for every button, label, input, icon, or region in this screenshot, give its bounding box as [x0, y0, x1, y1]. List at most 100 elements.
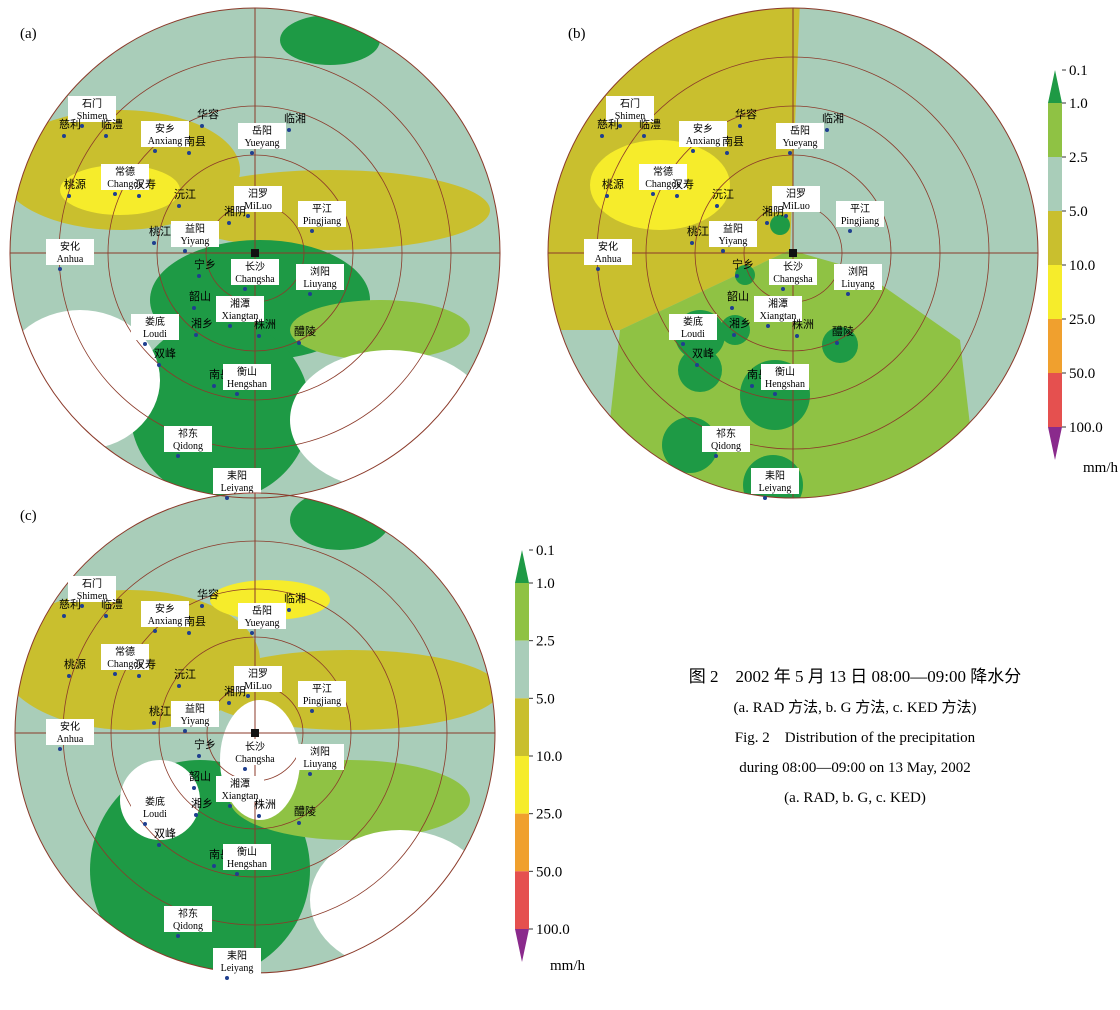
station-name-cn: 慈利: [59, 597, 81, 611]
station-dot: [152, 721, 156, 725]
caption-line: during 08:00—09:00 on 13 May, 2002: [739, 760, 971, 776]
station-name-cn: 长沙: [245, 741, 265, 753]
colorbar-segment: [515, 871, 529, 929]
station-name-en: Hengshan: [227, 379, 267, 390]
station-name-cn: 常德: [115, 165, 135, 178]
station-name-cn: 湘乡: [191, 316, 213, 330]
colorbar-label: 0.1: [1069, 63, 1088, 79]
station-name-en: Hengshan: [227, 859, 267, 870]
station-dot: [721, 249, 725, 253]
colorbar-cap: [515, 550, 529, 583]
page: (a)石门Shimen慈利临澧安乡Anxiang南县华容岳阳Yueyang临湘常…: [0, 0, 1120, 1010]
station-dot: [297, 821, 301, 825]
colorbar-label: 2.5: [1069, 150, 1088, 166]
station-dot: [732, 333, 736, 337]
station-name-cn: 祁东: [178, 427, 198, 440]
station-dot: [257, 334, 261, 338]
station-dot: [153, 149, 157, 153]
station-name-en: Anhua: [57, 254, 84, 265]
station-name-cn: 汉寿: [134, 657, 156, 671]
colorbar-label: 25.0: [536, 807, 562, 823]
station-name-cn: 岳阳: [252, 605, 272, 617]
station-name-cn: 宁乡: [194, 737, 216, 751]
colorbar-label: 5.0: [1069, 204, 1088, 220]
panel-label: (a): [20, 26, 37, 42]
station-dot: [246, 694, 250, 698]
station-dot: [835, 341, 839, 345]
station-dot: [177, 204, 181, 208]
station-name-en: Yueyang: [783, 138, 818, 149]
station-dot: [197, 274, 201, 278]
station-name-cn: 浏阳: [848, 265, 868, 278]
station-dot: [137, 194, 141, 198]
station-name-cn: 湘阴: [224, 204, 246, 218]
colorbar-unit: mm/h: [1083, 460, 1119, 476]
station-name-cn: 双峰: [154, 827, 176, 840]
station-dot: [176, 934, 180, 938]
station-dot: [143, 822, 147, 826]
station-dot: [735, 274, 739, 278]
station-dot: [825, 128, 829, 132]
station-name-cn: 安化: [598, 240, 618, 253]
station-name-cn: 衡山: [775, 366, 795, 378]
station-dot: [297, 341, 301, 345]
station-name-cn: 株洲: [792, 317, 814, 331]
station-name-cn: 益阳: [723, 222, 743, 235]
colorbar-segment: [1048, 211, 1062, 265]
station-dot: [212, 384, 216, 388]
station-dot: [58, 267, 62, 271]
station-name-cn: 耒阳: [227, 950, 247, 962]
station-dot: [310, 709, 314, 713]
station-name-cn: 平江: [312, 683, 332, 695]
station-dot: [104, 134, 108, 138]
station-dot: [228, 804, 232, 808]
colorbar-label: 10.0: [1069, 258, 1095, 274]
station-dot: [194, 333, 198, 337]
station-dot: [113, 672, 117, 676]
station-dot: [308, 772, 312, 776]
station-name-cn: 南县: [722, 135, 744, 148]
station-dot: [846, 292, 850, 296]
caption-line: (a. RAD, b. G, c. KED): [784, 790, 926, 806]
station-dot: [257, 814, 261, 818]
station-name-cn: 石门: [620, 97, 640, 110]
station-name-cn: 宁乡: [732, 257, 754, 271]
station-name-cn: 耒阳: [227, 470, 247, 482]
station-name-cn: 汨罗: [786, 187, 806, 200]
colorbar-label: 1.0: [1069, 96, 1088, 112]
station-name-cn: 湘潭: [230, 777, 250, 790]
panel-label: (c): [20, 508, 37, 524]
station-name-cn: 衡山: [237, 366, 257, 378]
station-name-cn: 慈利: [597, 117, 619, 131]
station-name-cn: 浏阳: [310, 265, 330, 278]
station-name-en: MiLuo: [244, 201, 272, 212]
station-name-cn: 衡山: [237, 846, 257, 858]
station-dot: [143, 342, 147, 346]
station-name-cn: 韶山: [189, 289, 211, 303]
station-name-cn: 桃源: [64, 657, 86, 671]
station-name-cn: 安乡: [155, 602, 175, 615]
colorbar-segment: [1048, 265, 1062, 319]
station-name-en: MiLuo: [782, 201, 810, 212]
station-name-cn: 岳阳: [252, 125, 272, 137]
station-dot: [308, 292, 312, 296]
colorbar-cap: [515, 929, 529, 962]
station-dot: [605, 194, 609, 198]
station-name-cn: 湘乡: [191, 796, 213, 810]
station-dot: [765, 221, 769, 225]
station-dot: [750, 384, 754, 388]
station-name-cn: 湘乡: [729, 316, 751, 330]
colorbar-label: 5.0: [536, 691, 555, 707]
station-dot: [67, 194, 71, 198]
station-dot: [763, 496, 767, 500]
station-name-cn: 长沙: [245, 261, 265, 273]
station-name-cn: 双峰: [154, 347, 176, 360]
station-dot: [738, 124, 742, 128]
station-name-en: Anxiang: [686, 136, 720, 147]
station-dot: [153, 629, 157, 633]
station-dot: [183, 249, 187, 253]
station-dot: [228, 324, 232, 328]
station-name-cn: 益阳: [185, 702, 205, 715]
station-dot: [58, 747, 62, 751]
station-name-cn: 湘潭: [768, 297, 788, 310]
